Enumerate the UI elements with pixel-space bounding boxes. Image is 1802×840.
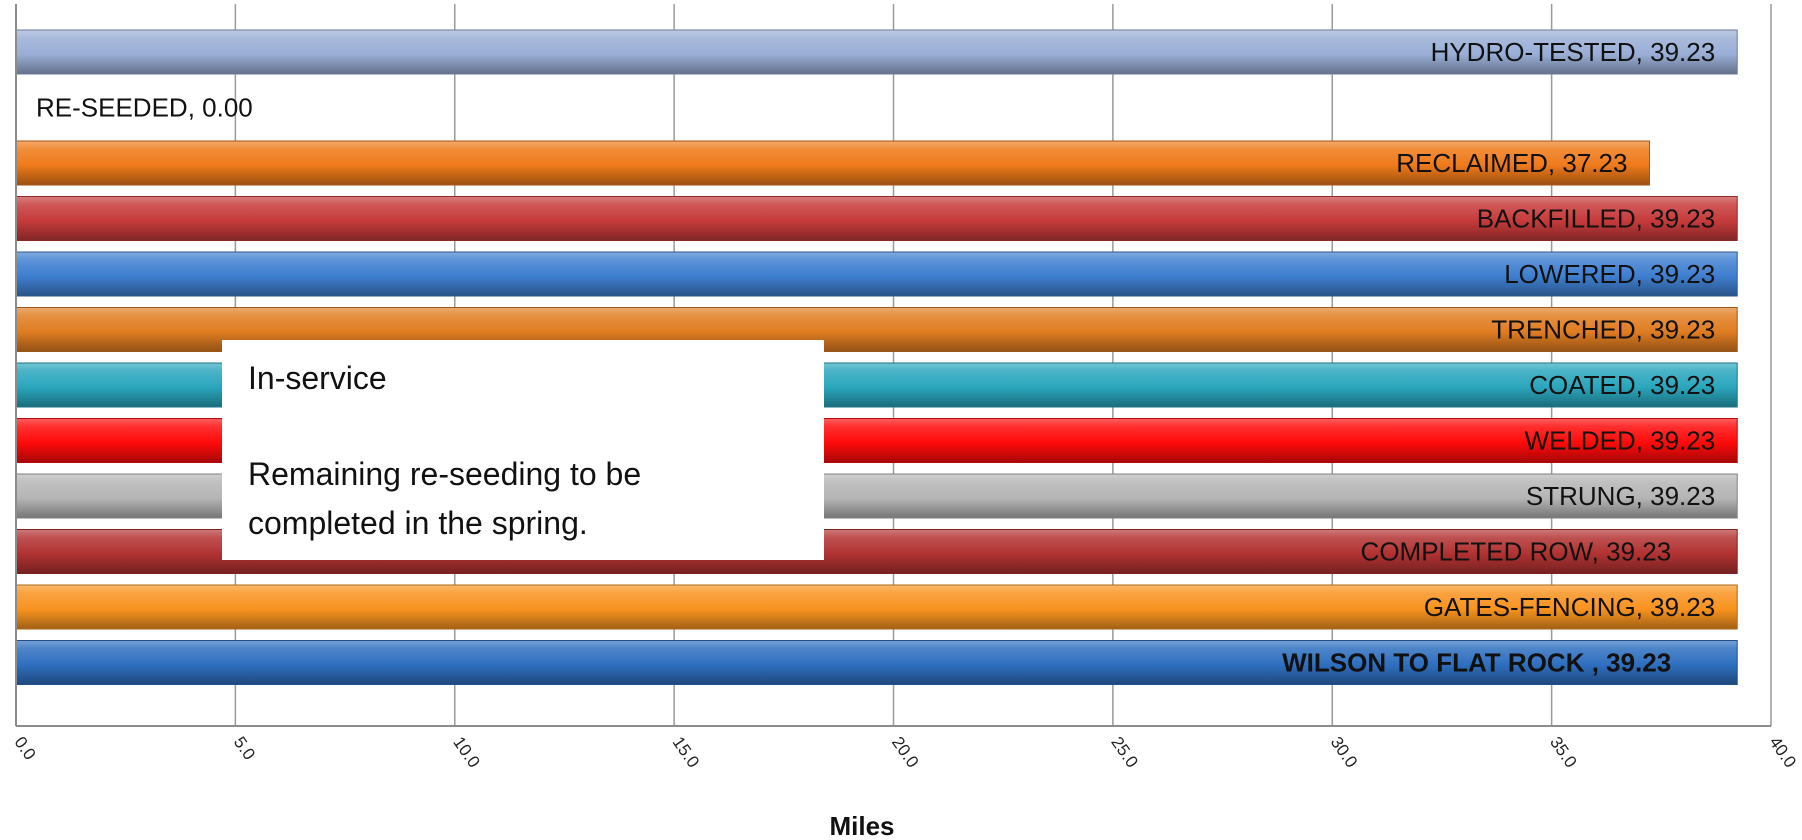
bar-data-label: BACKFILLED, 39.23: [1477, 204, 1715, 234]
bar-data-label: COATED, 39.23: [1529, 370, 1715, 400]
bar-data-label: HYDRO-TESTED, 39.23: [1431, 37, 1716, 67]
annotation-line-3: Remaining re-seeding to be: [248, 456, 641, 492]
bar: [15, 640, 1738, 685]
bar-data-label: RECLAIMED, 37.23: [1396, 148, 1627, 178]
bar-data-label: LOWERED, 39.23: [1504, 259, 1715, 289]
bar-data-label: WELDED, 39.23: [1524, 426, 1715, 456]
bar-data-label: RE-SEEDED, 0.00: [36, 93, 253, 123]
bars: [15, 29, 1738, 685]
annotation-line-1: In-service: [248, 360, 387, 396]
annotation-box: In-service Remaining re-seeding to be co…: [222, 340, 824, 560]
x-tick-label: 5.0: [230, 733, 259, 763]
x-tick-label: 15.0: [669, 733, 704, 771]
bar: [15, 140, 1650, 186]
annotation-box-background: [222, 340, 824, 560]
bar-data-label: GATES-FENCING, 39.23: [1424, 592, 1715, 622]
bar: [15, 29, 1738, 75]
data-labels: HYDRO-TESTED, 39.23 RE-SEEDED, 0.00 RECLAI…: [36, 37, 1715, 678]
x-tick-label: 30.0: [1327, 733, 1362, 771]
bar-data-label: WILSON TO FLAT ROCK , 39.23: [1282, 648, 1671, 678]
x-axis-title: Miles: [829, 811, 894, 840]
x-tick-label: 0.0: [10, 733, 39, 763]
x-tick-label: 20.0: [888, 733, 923, 771]
bar: [15, 584, 1738, 630]
bar-data-label: COMPLETED ROW, 39.23: [1361, 537, 1672, 567]
bar: [15, 196, 1738, 241]
bar: [15, 251, 1738, 297]
bar-data-label: STRUNG, 39.23: [1526, 481, 1715, 511]
x-tick-label: 35.0: [1546, 733, 1581, 771]
x-tick-label: 40.0: [1765, 733, 1800, 771]
bar-data-label: TRENCHED, 39.23: [1491, 315, 1715, 345]
x-tick-label: 25.0: [1107, 733, 1142, 771]
x-tick-label: 10.0: [449, 733, 484, 771]
annotation-line-4: completed in the spring.: [248, 505, 588, 541]
